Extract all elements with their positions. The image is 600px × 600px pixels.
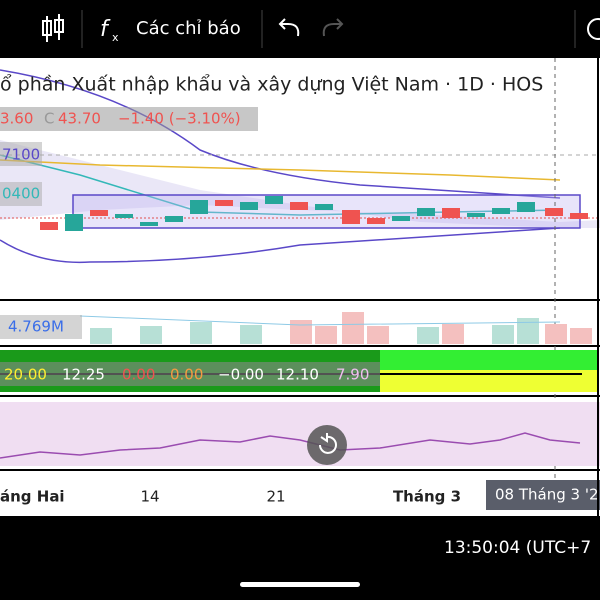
indicator-values: 20.00 12.25 0.00 0.00 −0.00 12.10 7.90 [4,366,369,384]
x-label: áng Hai [0,488,65,506]
indicator-value: 0.00 [122,366,155,384]
crosshair-date: 08 Tháng 3 '2 [495,486,599,504]
volume-bars [90,312,592,344]
ohlc-open: 3.60 [0,110,33,128]
fx-icon[interactable]: f [100,17,111,42]
home-indicator [240,582,360,587]
fx-icon-sub: x [112,31,119,44]
indicator-value: 12.25 [62,366,105,384]
crosshair-tag [486,480,600,510]
indicator-box [0,362,380,386]
ohlc-change: −1.40 (−3.10%) [118,110,241,128]
toolbar [0,0,600,58]
indicator-value: 20.00 [4,366,47,384]
reset-icon [319,433,337,454]
indicator-value: 0.00 [170,366,203,384]
x-label: 21 [266,488,285,506]
price-tag [0,182,42,206]
x-label: Tháng 3 [393,488,461,506]
indicators-button[interactable]: Các chỉ báo [136,18,241,39]
candle-icon[interactable] [42,14,64,42]
undo-button[interactable] [278,18,300,37]
x-axis: áng Hai 14 21 Tháng 3 [0,488,461,506]
volume-ma [79,315,561,326]
price-label: 7100 [2,146,40,164]
reset-button[interactable] [307,425,347,465]
redo-button[interactable] [322,18,344,37]
indicator-value: 7.90 [336,366,369,384]
ohlc-close-label: C [44,110,54,128]
ohlc-close: 43.70 [58,110,101,128]
ma-line [0,154,561,216]
price-tag [0,142,42,166]
ma-line [0,159,561,181]
rsi-band [0,402,600,466]
x-label: 14 [140,488,159,506]
volume-tag [0,315,82,339]
indicator-fill [380,350,598,370]
price-label: 0400 [2,185,40,203]
chart-title: ổ phần Xuất nhập khẩu và xây dựng Việt N… [0,74,543,96]
ohlc-box [0,107,258,131]
indicator-value: −0.00 [218,366,264,384]
clock: 13:50:04 (UTC+7 [444,538,591,558]
settings-button[interactable] [587,18,600,40]
indicator-value: 12.10 [276,366,319,384]
band-lower [0,227,561,264]
band-fill [0,140,600,228]
rsi-line [0,432,581,459]
band-upper [0,69,561,199]
candles [40,196,588,231]
indicator-fill [380,370,598,392]
volume-label: 4.769M [8,318,64,336]
